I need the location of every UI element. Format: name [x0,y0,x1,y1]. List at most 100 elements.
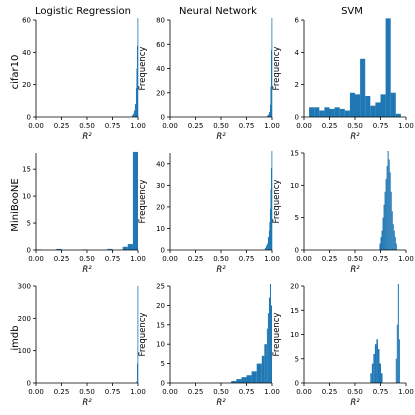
histogram-bar [137,18,139,117]
histogram-bar [268,297,270,383]
y-tick-label: 15 [290,150,299,158]
histogram-bar [374,344,377,383]
y-tick-label: 40 [156,65,165,73]
y-tick-label: 5 [295,355,299,363]
x-tick-label: 0.75 [105,255,121,263]
x-tick-label: 0.00 [28,255,44,263]
histogram-bar [270,86,272,117]
row-label-miniboone: MiniBooNE [10,178,21,231]
histogram-bar [256,363,262,383]
histogram-bar [381,230,383,250]
histogram-panel-7: 0.00 0.25 0.50 0.75 1.00 0 100 200 300 R² [18,283,146,409]
histogram-bar [334,107,340,117]
histogram-bar [135,87,137,117]
x-tick-label: 1.00 [264,388,280,396]
histogram-bar [388,159,390,250]
y-tick-label: 100 [18,347,31,355]
y-tick-label: 5 [295,214,299,222]
histogram-bar [379,363,382,383]
y-tick-label: 0 [161,247,165,255]
column-title-svm: SVM [341,6,363,17]
histogram-panel-6: 0.00 0.25 0.50 0.75 1.00 0 5 10 15 R² Frequency [272,150,414,276]
histogram-bar [319,110,325,117]
y-tick-label: 20 [156,89,165,97]
histogram-bar [266,243,268,250]
x-tick-label: 1.00 [130,388,146,396]
y-tick-label: 0 [27,380,31,388]
column-title-logistic-regression: Logistic Regression [35,6,131,17]
histogram-bar [393,230,395,250]
x-tick-label: 1.00 [398,255,414,263]
y-axis-label: Frequency [272,180,282,224]
y-tick-label: 0 [295,247,299,255]
histogram-bar [251,371,257,383]
y-axis-label: Frequency [138,47,148,91]
histogram-bar [394,237,396,250]
x-tick-label: 0.50 [213,122,229,130]
histogram-bar [132,151,138,250]
x-axis-label: R² [216,398,226,408]
x-tick-label: 0.75 [239,255,255,263]
histogram-bar [380,94,386,117]
x-axis-label: R² [350,398,360,408]
x-tick-label: 1.00 [398,122,414,130]
x-tick-label: 0.25 [322,122,338,130]
histogram-panel-4: 0.00 0.25 0.50 0.75 1.00 0 5 10 15 R² [22,151,146,275]
histogram-bar [398,339,400,383]
histogram-bar [324,107,330,117]
x-tick-label: 0.00 [28,388,44,396]
y-axis-label: Frequency [272,47,282,91]
histogram-bar [270,305,272,383]
histogram-bar [395,113,401,117]
y-tick-label: 200 [18,315,31,323]
x-tick-label: 0.50 [347,122,363,130]
y-tick-label: 25 [156,283,165,291]
histogram-bar [375,102,381,117]
histogram-bar [381,373,383,383]
histogram-bar [269,104,271,118]
y-axis-label: Frequency [272,313,282,357]
y-tick-label: 20 [22,81,31,89]
y-tick-label: 20 [290,283,299,291]
x-tick-label: 0.00 [296,255,312,263]
histogram-bar [265,245,267,250]
histogram-bar [107,248,113,250]
histogram-bar [380,237,382,250]
histogram-bar [390,92,396,117]
x-tick-label: 0.50 [79,255,95,263]
x-tick-label: 0.25 [188,255,204,263]
histogram-bar [384,191,386,250]
column-title-neural-network: Neural Network [179,6,257,17]
histogram-bar [395,243,397,250]
histogram-bar [395,358,397,383]
histogram-bar [355,94,361,117]
y-tick-label: 6 [295,17,300,25]
histogram-bar [382,217,384,250]
histogram-panel-1: 0.00 0.25 0.50 0.75 1.00 0 20 40 60 R² [22,17,146,143]
histogram-bar [339,108,345,117]
x-axis-label: R² [82,398,92,408]
histogram-panel-2: 0.00 0.25 0.50 0.75 1.00 0 20 40 60 80 R² Frequency [138,17,280,143]
x-tick-label: 1.00 [398,388,414,396]
y-tick-label: 80 [156,17,165,25]
y-tick-label: 4 [295,49,300,57]
histogram-bar [271,151,273,250]
histogram-bar [267,313,269,383]
x-tick-label: 0.25 [322,255,338,263]
row-label-cifar10: cifar10 [10,55,21,90]
histogram-bar [137,286,139,383]
y-tick-label: 10 [22,193,31,201]
y-tick-label: 0 [161,114,165,122]
x-tick-label: 0.25 [188,388,204,396]
histogram-bar [373,353,375,383]
histogram-bar [241,377,247,383]
y-tick-label: 40 [156,160,165,168]
y-tick-label: 60 [22,17,31,25]
histogram-bar [389,172,391,250]
histogram-bar [365,95,371,117]
histogram-bar [261,355,265,383]
histogram-bar [134,104,136,117]
y-tick-label: 15 [156,321,165,329]
x-tick-label: 0.50 [347,255,363,263]
y-tick-label: 0 [295,380,299,388]
